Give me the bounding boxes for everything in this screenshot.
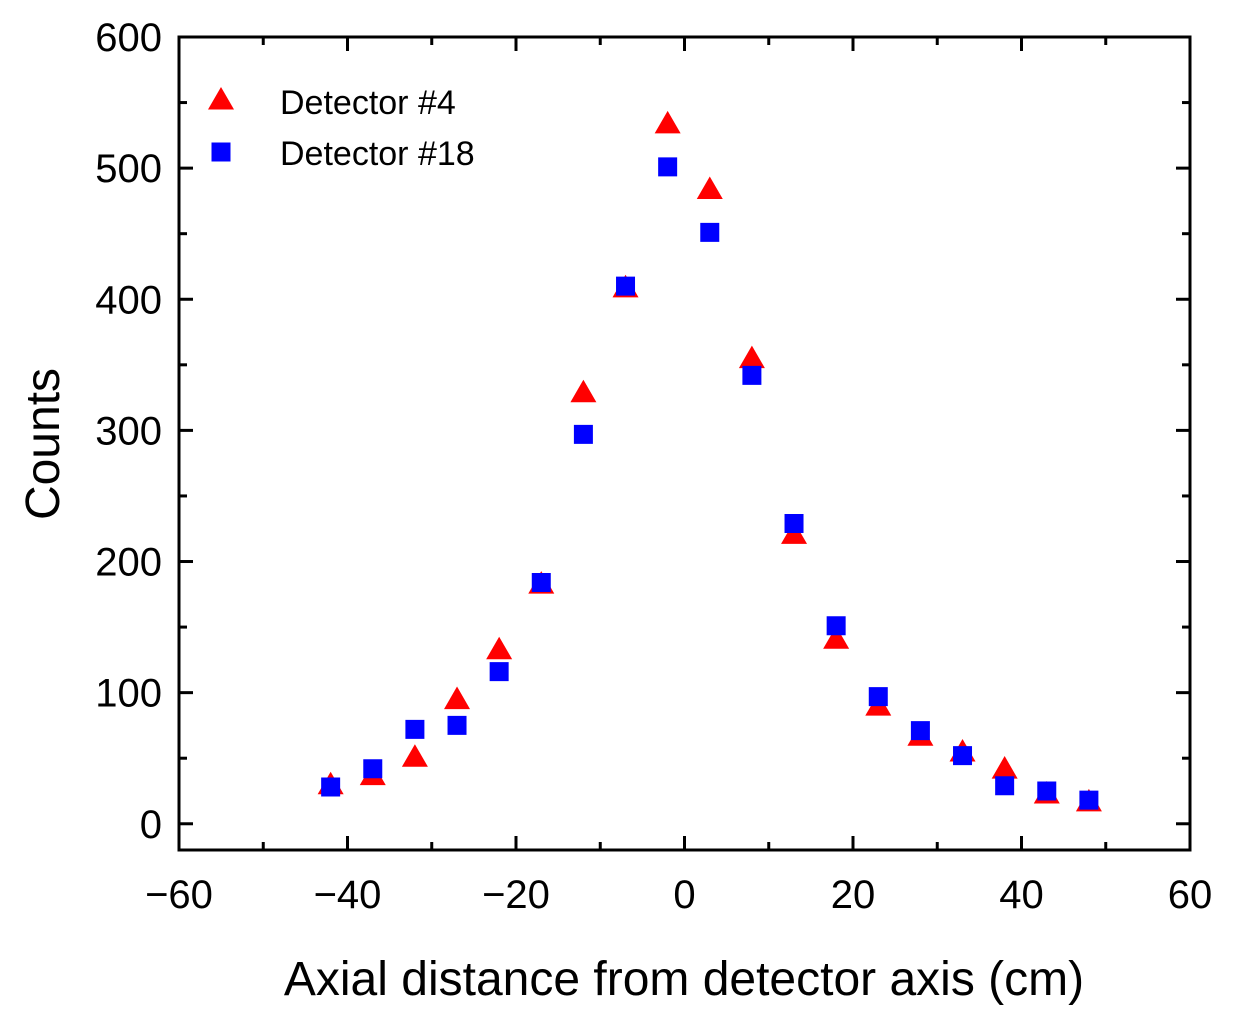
y-tick-label: 0 — [140, 803, 162, 847]
point-detector-18 — [573, 424, 593, 444]
y-tick-label: 500 — [95, 147, 162, 191]
point-detector-18 — [447, 715, 467, 735]
x-tick-label: 40 — [999, 873, 1044, 917]
point-detector-4 — [486, 636, 513, 660]
legend-label-detector-18: Detector #18 — [280, 135, 475, 173]
x-tick-label: −40 — [314, 873, 382, 917]
data-points — [317, 110, 1102, 812]
point-detector-4 — [696, 176, 723, 199]
point-detector-18 — [784, 513, 804, 533]
point-detector-4 — [570, 379, 597, 403]
x-tick-label: 20 — [831, 873, 876, 917]
legend-marker-detector-4 — [208, 87, 234, 110]
y-tick-label: 400 — [95, 278, 162, 322]
point-detector-18 — [1037, 781, 1057, 801]
point-detector-18 — [868, 687, 888, 707]
point-detector-18 — [910, 721, 930, 741]
point-detector-18 — [616, 276, 636, 296]
x-tick-label: −60 — [145, 873, 213, 917]
x-tick-label: −20 — [482, 873, 550, 917]
y-axis-title: Counts — [17, 368, 70, 520]
point-detector-18 — [321, 777, 341, 797]
y-tick-label: 200 — [95, 541, 162, 585]
point-detector-18 — [700, 222, 720, 242]
point-detector-4 — [654, 110, 681, 134]
plot-area-frame — [177, 35, 1192, 852]
point-detector-18 — [1079, 790, 1099, 810]
legend: Detector #4 Detector #18 — [208, 84, 475, 173]
point-detector-18 — [953, 746, 973, 766]
point-detector-18 — [995, 776, 1015, 796]
point-detector-18 — [363, 759, 383, 779]
point-detector-4 — [444, 686, 471, 710]
point-detector-4 — [991, 756, 1018, 779]
x-tick-label: 60 — [1168, 873, 1213, 917]
point-detector-18 — [405, 719, 425, 739]
point-detector-4 — [823, 626, 850, 649]
y-tick-label: 300 — [95, 409, 162, 453]
point-detector-4 — [738, 345, 765, 369]
y-tick-label: 100 — [95, 672, 162, 716]
x-axis-title: Axial distance from detector axis (cm) — [284, 953, 1084, 1006]
y-tick-label: 600 — [95, 16, 162, 60]
x-tick-label: 0 — [673, 873, 695, 917]
legend-marker-detector-18 — [211, 142, 231, 162]
point-detector-4 — [401, 744, 428, 767]
point-detector-18 — [658, 157, 678, 177]
y-axis-ticks: 0 100 200 300 400 500 600 — [95, 16, 1190, 847]
legend-label-detector-4: Detector #4 — [280, 84, 456, 122]
point-detector-18 — [489, 662, 509, 682]
point-detector-18 — [531, 572, 551, 592]
point-detector-18 — [826, 616, 846, 636]
point-detector-18 — [742, 365, 762, 385]
